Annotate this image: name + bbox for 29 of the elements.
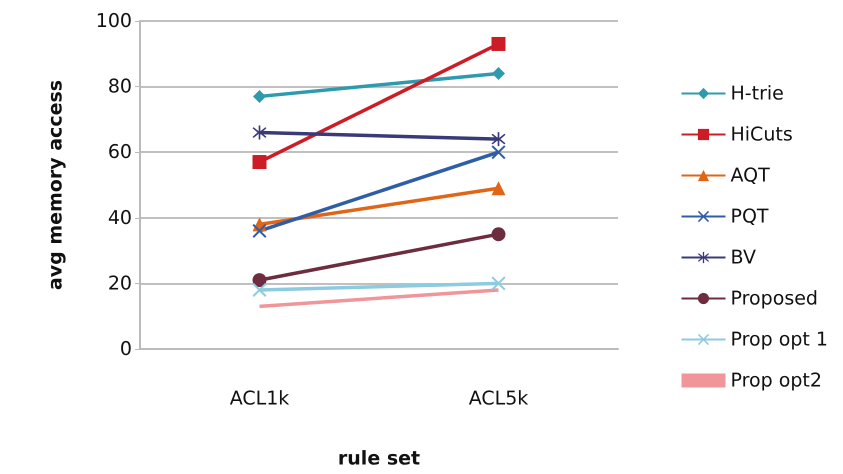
legend-label: H-trie: [730, 82, 784, 104]
y-tick-label: 20: [108, 272, 132, 294]
legend-label: AQT: [730, 164, 770, 186]
legend-label: Prop opt2: [730, 370, 822, 392]
point: [492, 36, 506, 51]
y-tick-label: 80: [108, 76, 132, 98]
x-tick-label: ACL1k: [230, 388, 290, 410]
point: [492, 132, 506, 146]
y-axis-title: avg memory access: [44, 80, 66, 290]
point: [252, 126, 266, 140]
point: [252, 155, 266, 170]
y-tick-label: 100: [96, 10, 132, 32]
point: [492, 276, 506, 290]
point: [252, 273, 266, 288]
legend-label: BV: [730, 246, 756, 268]
legend-label: Prop opt 1: [730, 328, 828, 350]
point: [252, 282, 266, 297]
point: [492, 66, 505, 80]
point: [492, 145, 506, 160]
legend-label: Proposed: [730, 288, 818, 310]
y-tick-label: 60: [108, 141, 132, 164]
point: [492, 227, 506, 242]
legend-label: HiCuts: [730, 124, 793, 146]
legend-label: PQT: [730, 206, 769, 228]
y-tick-label: 0: [120, 338, 132, 360]
x-axis-title: rule set: [338, 448, 420, 470]
x-tick-label: ACL5k: [468, 388, 528, 410]
point: [253, 90, 266, 103]
y-tick-label: 40: [108, 206, 132, 229]
